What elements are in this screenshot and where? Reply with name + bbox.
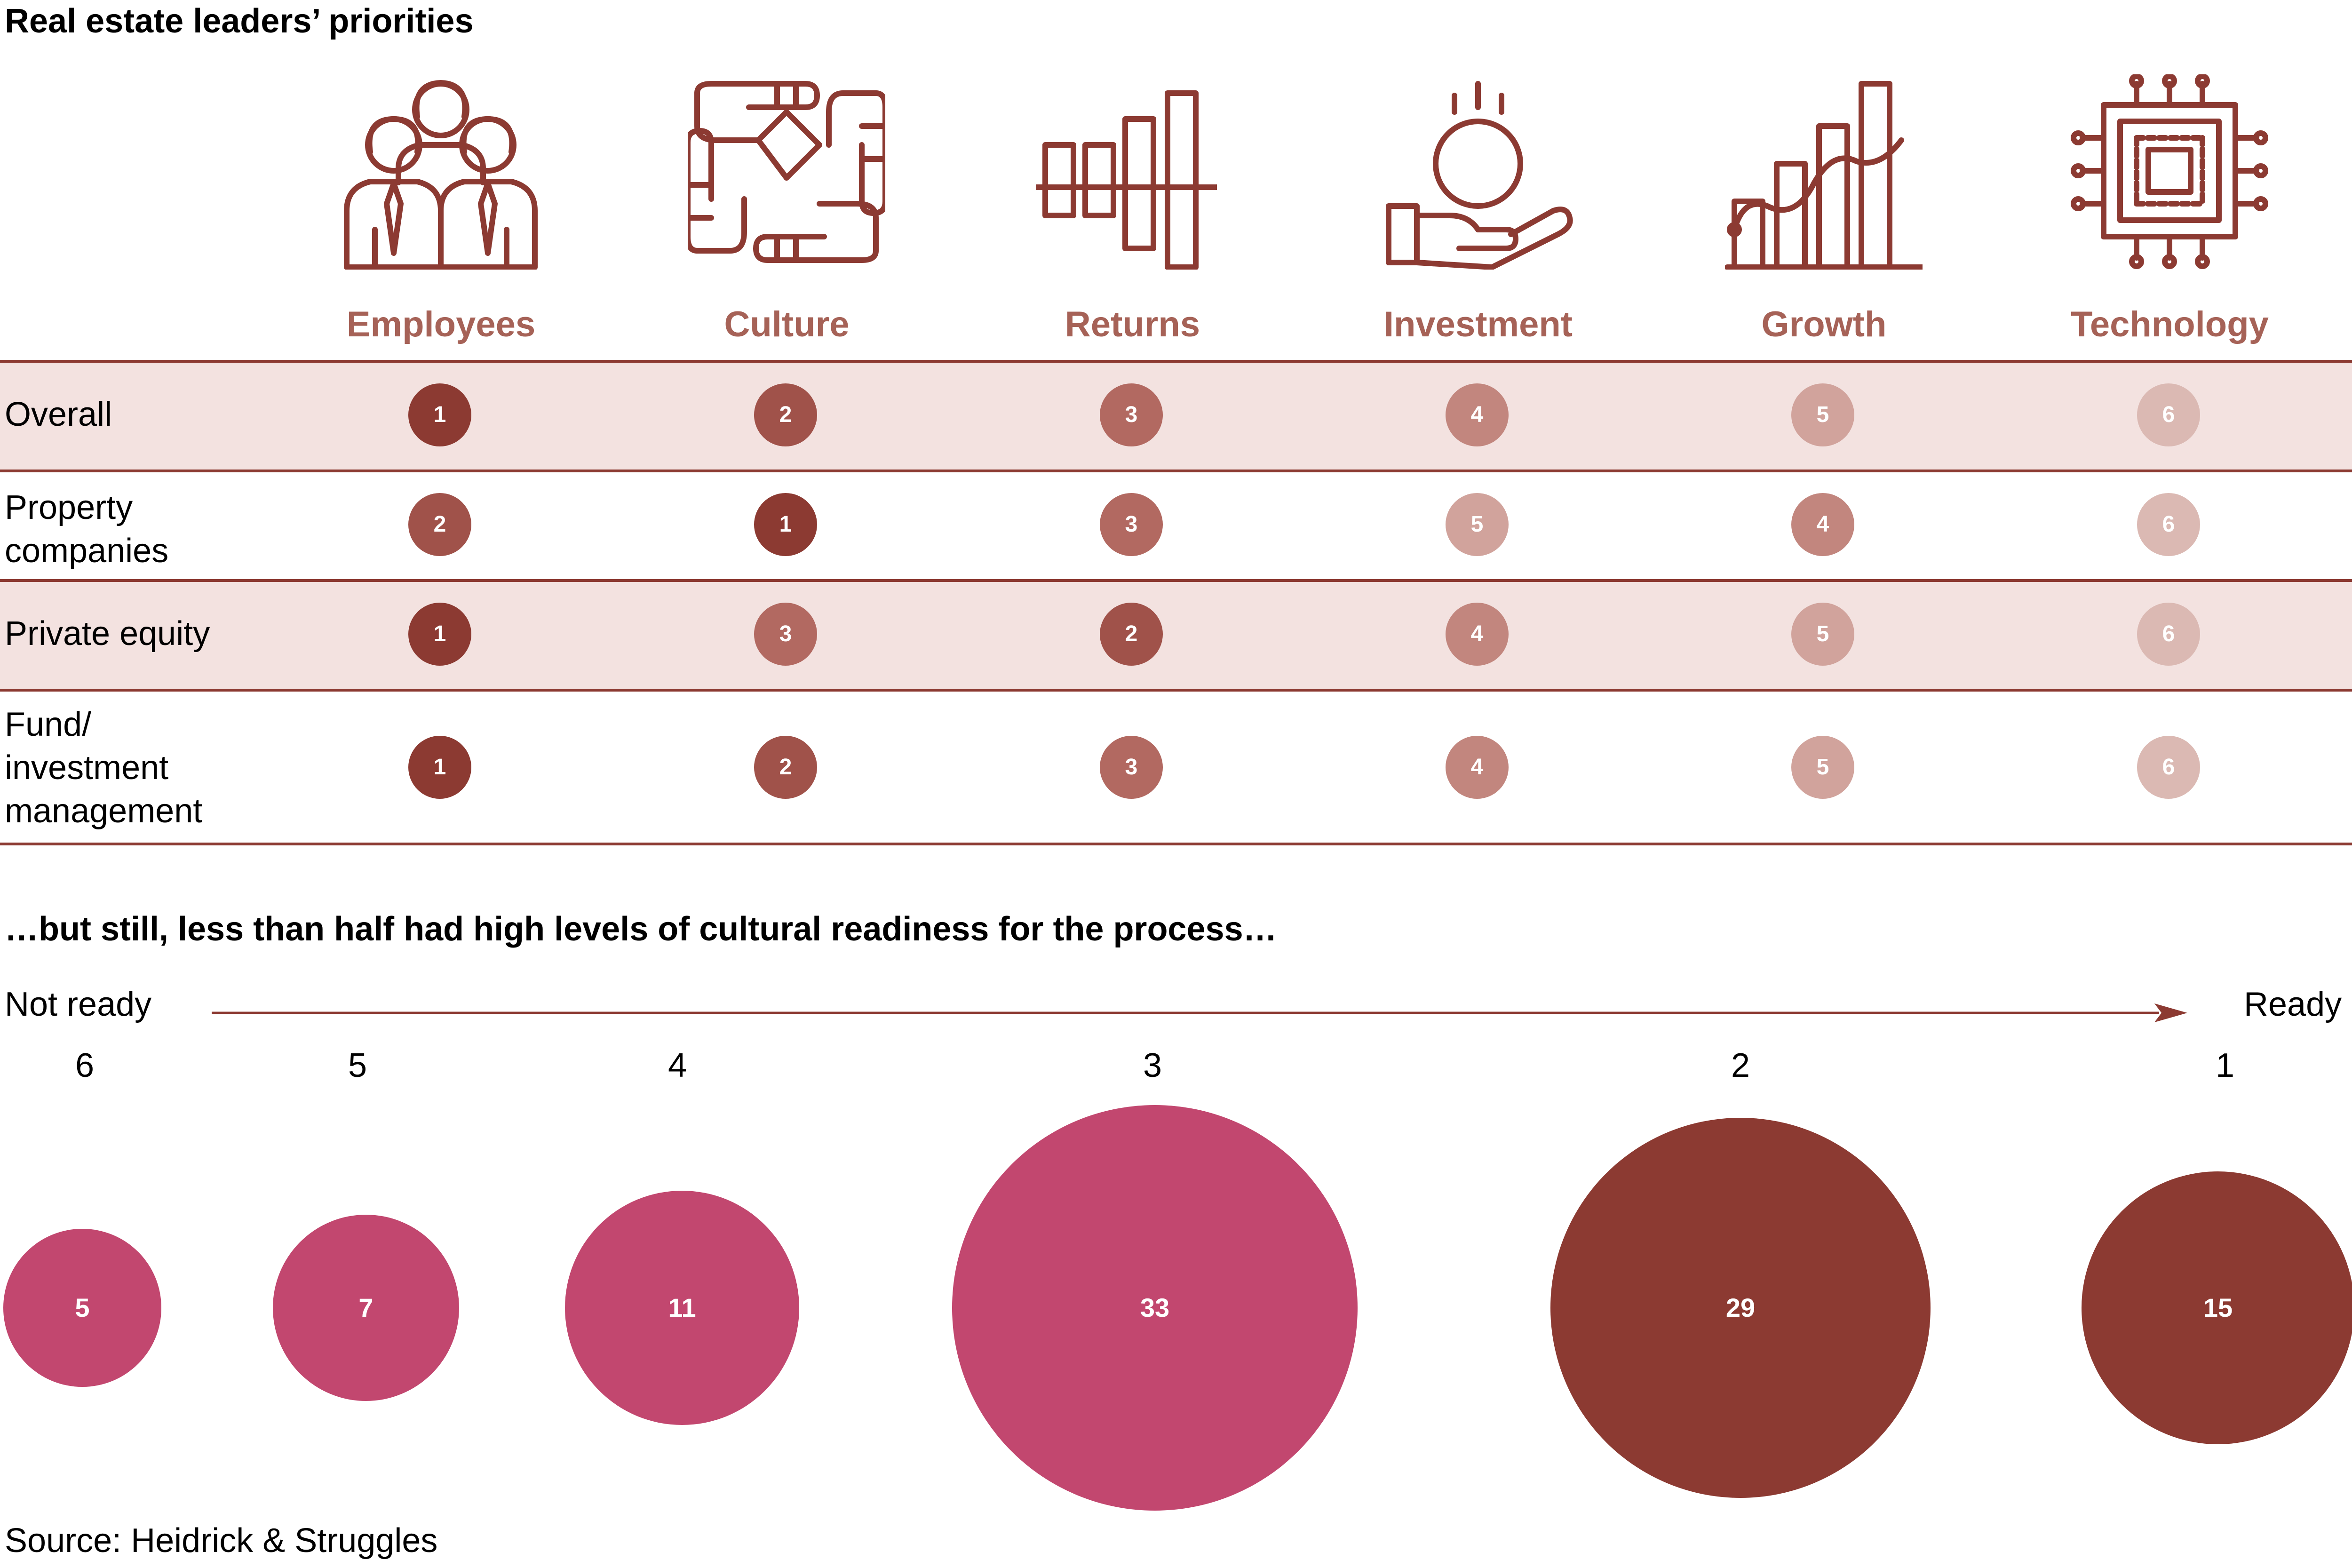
- row-divider: [0, 689, 2352, 692]
- column-label: Employees: [346, 304, 536, 344]
- row-divider: [0, 360, 2352, 363]
- column-culture: [614, 74, 960, 270]
- rank-badge: 1: [754, 493, 817, 556]
- rank-badge: 2: [1100, 602, 1163, 666]
- column-label: Culture: [724, 304, 850, 344]
- bubble-value-label: 11: [668, 1293, 696, 1323]
- rank-badge: 3: [1100, 493, 1163, 556]
- rank-badge: 6: [2137, 602, 2200, 666]
- rank-badge: 6: [2137, 735, 2200, 799]
- rank-badge: 4: [1446, 383, 1509, 446]
- table-row: Property companies 2 1 3 5 4 6: [0, 470, 2352, 579]
- rank-badge: 3: [1100, 735, 1163, 799]
- table-row: Overall 1 2 3 4 5 6: [0, 360, 2352, 470]
- rank-badge: 4: [1791, 493, 1854, 556]
- bubble-value-label: 5: [75, 1293, 90, 1323]
- row-label: Overall: [5, 396, 112, 433]
- rank-badge: 4: [1446, 602, 1509, 666]
- readiness-bubble: 29: [1550, 1118, 1931, 1498]
- readiness-bubble: 33: [952, 1105, 1358, 1511]
- readiness-level-label: 3: [1143, 1047, 1162, 1084]
- readiness-bubble: 7: [272, 1214, 460, 1401]
- row-label: Private equity: [5, 615, 210, 653]
- rank-badge: 5: [1446, 493, 1509, 556]
- bubble-value-label: 33: [1140, 1293, 1170, 1323]
- rank-badge: 3: [1100, 383, 1163, 446]
- rank-badge: 1: [408, 383, 471, 446]
- not-ready-label: Not ready: [5, 986, 152, 1023]
- rank-badge: 1: [408, 602, 471, 666]
- row-divider: [0, 470, 2352, 472]
- readiness-level-label: 5: [348, 1047, 367, 1084]
- readiness-level-label: 1: [2215, 1047, 2235, 1084]
- readiness-bubble: 11: [565, 1191, 799, 1425]
- ready-label: Ready: [2244, 986, 2342, 1023]
- rank-badge: 1: [408, 735, 471, 799]
- chart-title: Real estate leaders’ priorities: [5, 2, 474, 40]
- people-group-icon: [344, 80, 538, 270]
- column-label: Growth: [1761, 304, 1887, 344]
- bubble-value-label: 15: [2203, 1293, 2233, 1323]
- table-row: Private equity 1 3 2 4 5 6: [0, 579, 2352, 689]
- rank-badge: 3: [754, 602, 817, 666]
- column-growth: [1651, 74, 1997, 270]
- chip-icon: [2071, 74, 2268, 269]
- column-investment: [1305, 74, 1651, 270]
- readiness-level-label: 6: [75, 1047, 95, 1084]
- rank-badge: 2: [408, 493, 471, 556]
- readiness-level-label: 4: [667, 1047, 687, 1084]
- rank-badge: 4: [1446, 735, 1509, 799]
- row-divider: [0, 843, 2352, 845]
- arrow-head-icon: [2154, 1003, 2187, 1022]
- column-returns: [960, 74, 1305, 270]
- bubble-value-label: 29: [1725, 1293, 1756, 1323]
- readiness-bubble: 5: [3, 1229, 161, 1387]
- bubble-value-label: 7: [358, 1293, 373, 1323]
- row-label: Property companies: [5, 489, 169, 570]
- rank-badge: 6: [2137, 493, 2200, 556]
- rank-badge: 5: [1791, 735, 1854, 799]
- growth-chart-icon: [1725, 81, 1923, 270]
- readiness-arrow: [212, 1003, 2187, 1022]
- column-label: Investment: [1383, 304, 1573, 344]
- row-label: Fund/ investment management: [5, 706, 203, 830]
- readiness-level-label: 2: [1731, 1047, 1750, 1084]
- source-note: Source: Heidrick & Struggles: [5, 1522, 438, 1560]
- column-technology: [1997, 74, 2343, 270]
- bar-chart-icon: [1036, 90, 1217, 270]
- rank-badge: 2: [754, 735, 817, 799]
- column-label: Returns: [1065, 304, 1200, 344]
- column-employees: [268, 74, 614, 270]
- column-label: Technology: [2071, 304, 2269, 344]
- rank-badge: 5: [1791, 602, 1854, 666]
- coin-hand-icon: [1386, 81, 1573, 270]
- readiness-bubble: 15: [2081, 1171, 2352, 1445]
- rank-badge: 5: [1791, 383, 1854, 446]
- rank-badge: 6: [2137, 383, 2200, 446]
- hands-together-icon: [688, 81, 885, 263]
- rank-badge: 2: [754, 383, 817, 446]
- section-subtitle: …but still, less than half had high leve…: [5, 910, 1277, 948]
- table-row: Fund/ investment management 1 2 3 4 5 6: [0, 689, 2352, 845]
- row-divider: [0, 579, 2352, 582]
